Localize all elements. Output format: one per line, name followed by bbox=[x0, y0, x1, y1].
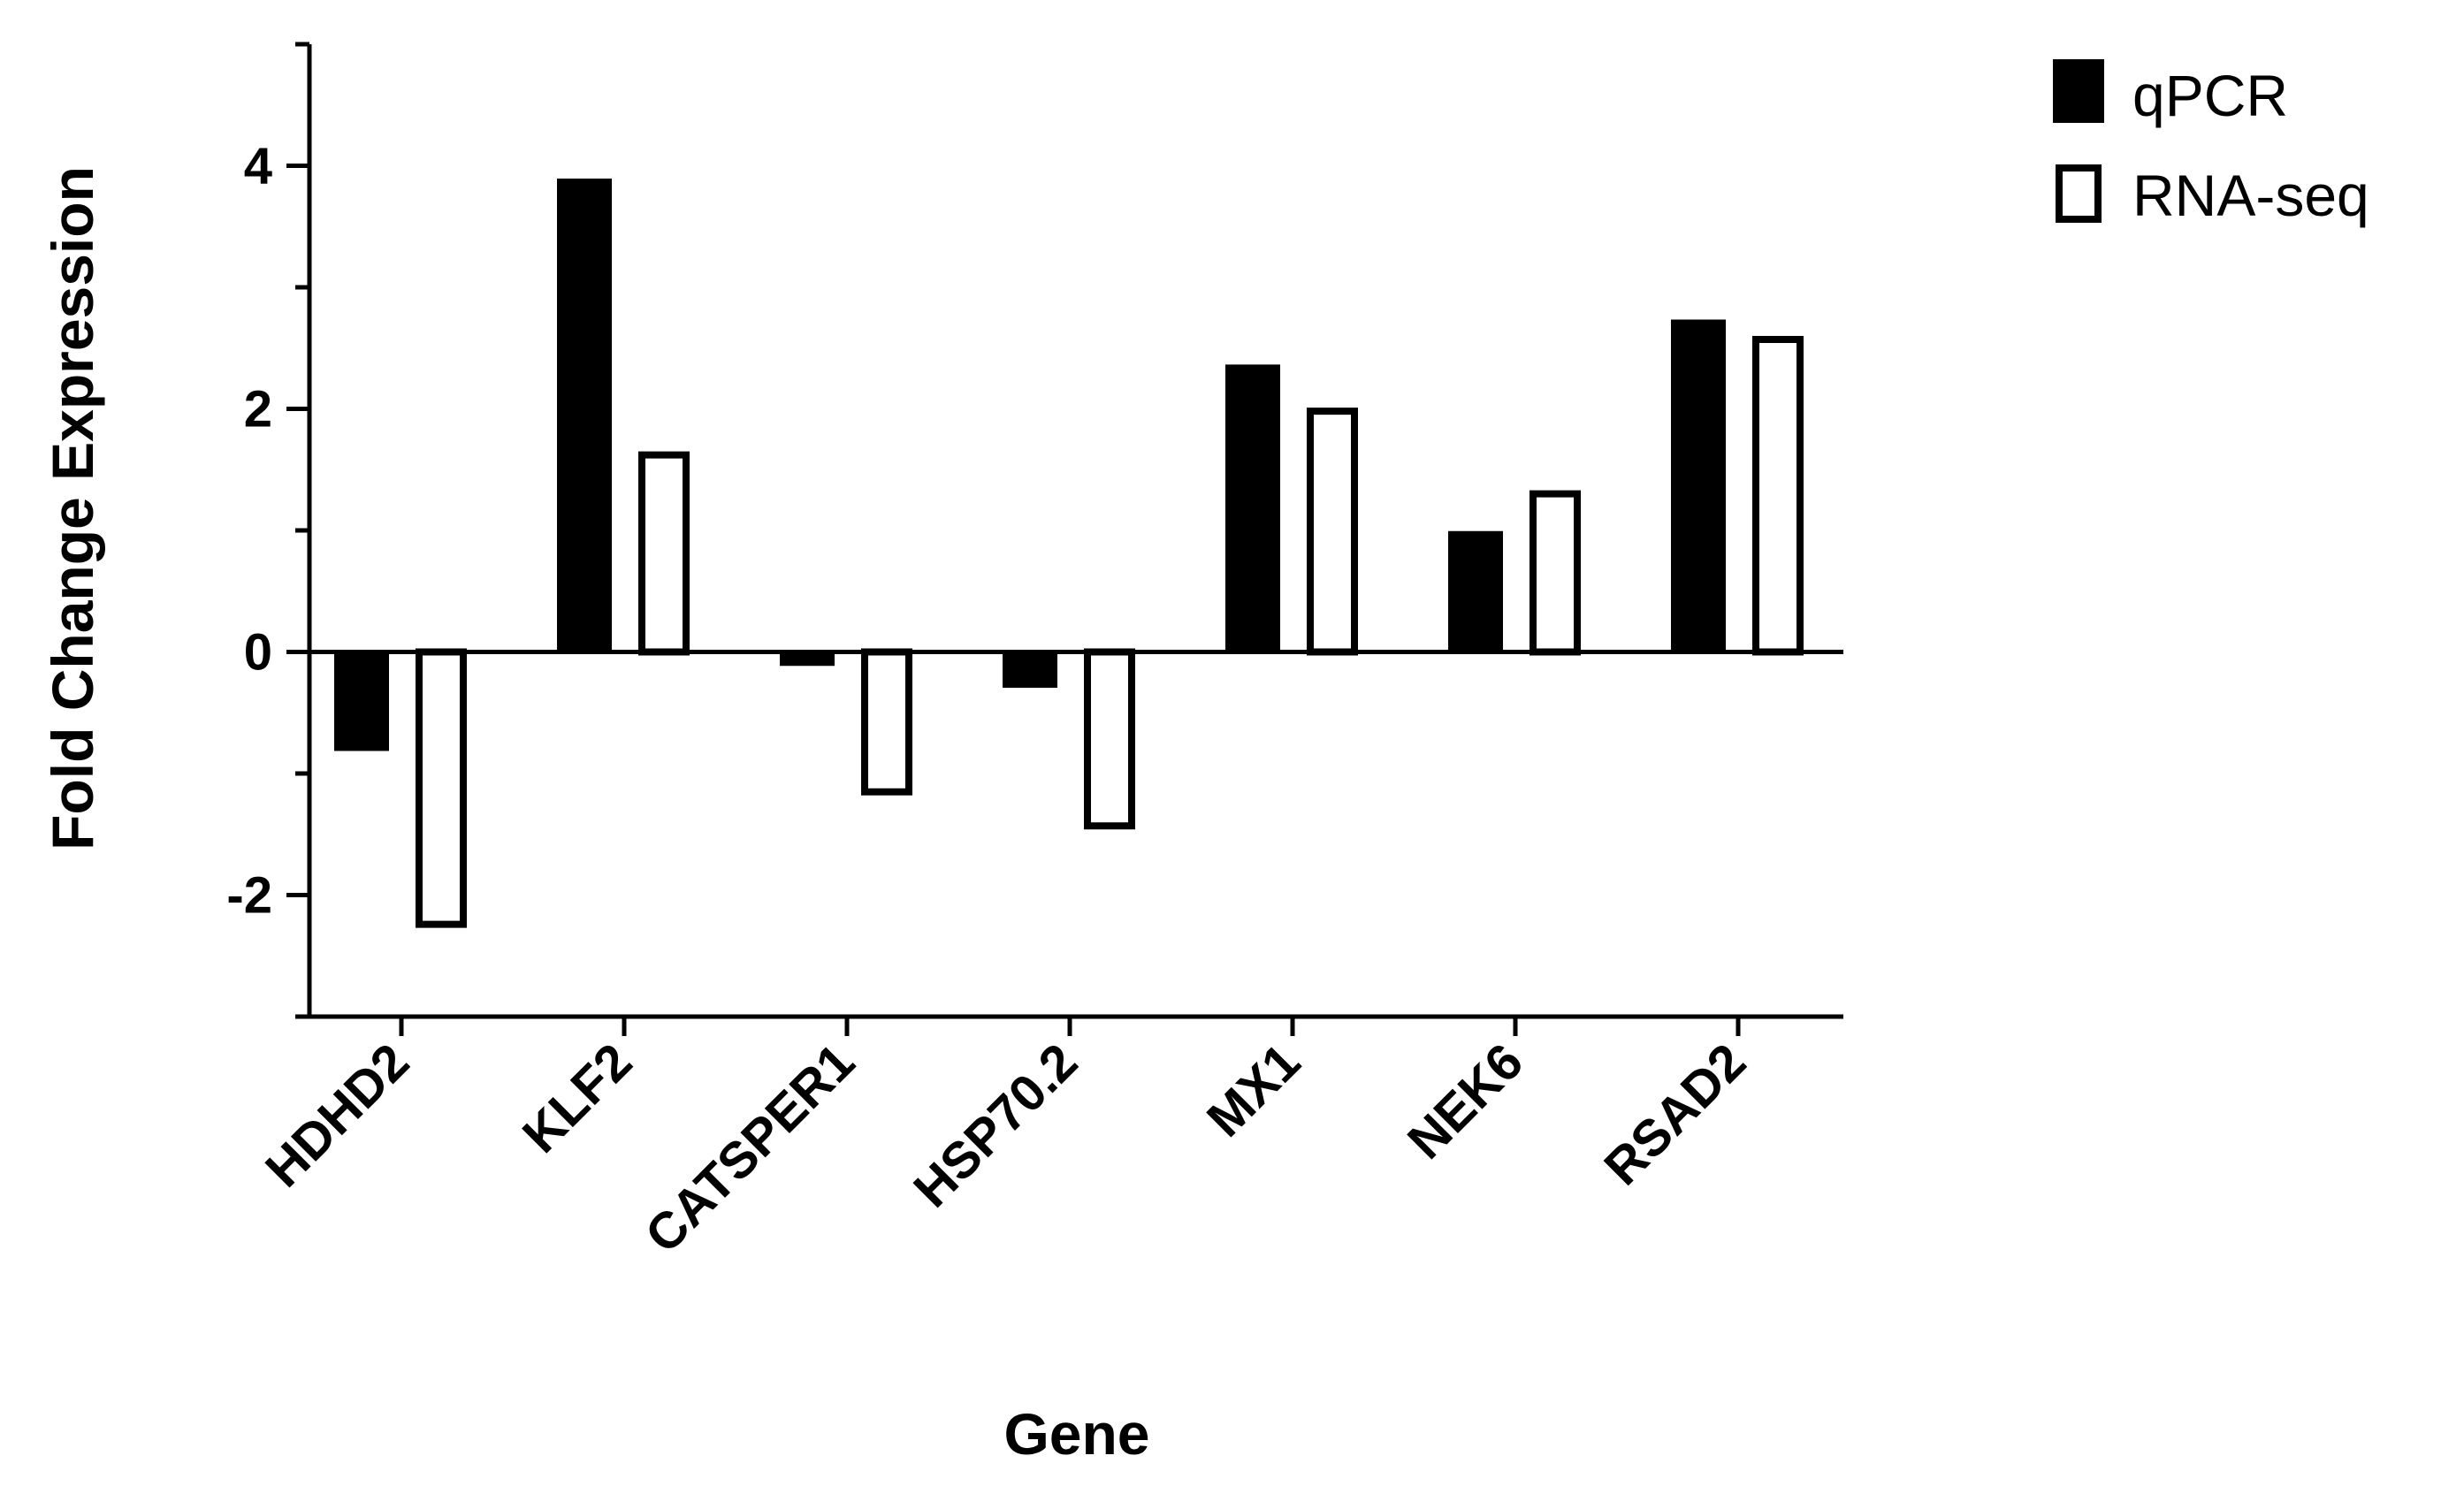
x-tick-label: RSAD2 bbox=[1593, 1033, 1757, 1196]
x-axis-title: Gene bbox=[1003, 1401, 1149, 1467]
legend: qPCR RNA-seq bbox=[2053, 59, 2369, 228]
x-tick-label: KLF2 bbox=[512, 1033, 643, 1163]
bar-rnaseq-hdhd2 bbox=[416, 648, 467, 928]
y-tick-label: -2 bbox=[226, 867, 272, 925]
bar-qpcr-hsp702 bbox=[1003, 650, 1057, 688]
bar-qpcr-mx1 bbox=[1225, 364, 1280, 654]
bars bbox=[334, 179, 1804, 928]
y-tick-label: 4 bbox=[244, 138, 272, 195]
x-tick-label: NEK6 bbox=[1397, 1033, 1534, 1170]
y-tick-label: 0 bbox=[244, 624, 272, 682]
axes bbox=[307, 44, 1843, 1019]
x-tick-label: MX1 bbox=[1196, 1033, 1311, 1147]
legend-label-rnaseq: RNA-seq bbox=[2132, 163, 2369, 228]
x-tick-label: CATSPER1 bbox=[634, 1033, 866, 1264]
bar-qpcr-hdhd2 bbox=[334, 650, 389, 751]
bar-rnaseq-hsp702 bbox=[1084, 648, 1135, 830]
bar-qpcr-nek6 bbox=[1448, 530, 1503, 654]
legend-label-qpcr: qPCR bbox=[2132, 63, 2288, 128]
bar-rnaseq-catsper1 bbox=[861, 648, 912, 796]
bar-rnaseq-klf2 bbox=[638, 451, 690, 656]
bar-rnaseq-rsad2 bbox=[1752, 336, 1804, 656]
bar-rnaseq-nek6 bbox=[1530, 490, 1581, 656]
x-tick-label: HSP70.2 bbox=[903, 1033, 1088, 1218]
x-tick-label: HDHD2 bbox=[255, 1033, 420, 1198]
y-tick-label: 2 bbox=[244, 381, 272, 438]
bar-qpcr-rsad2 bbox=[1671, 319, 1726, 654]
legend-swatch-rnaseq bbox=[2056, 164, 2102, 223]
bar-qpcr-klf2 bbox=[557, 179, 612, 654]
y-axis-title: Fold Change Expression bbox=[40, 166, 105, 850]
bar-rnaseq-mx1 bbox=[1307, 408, 1358, 656]
legend-swatch-qpcr bbox=[2053, 59, 2104, 123]
